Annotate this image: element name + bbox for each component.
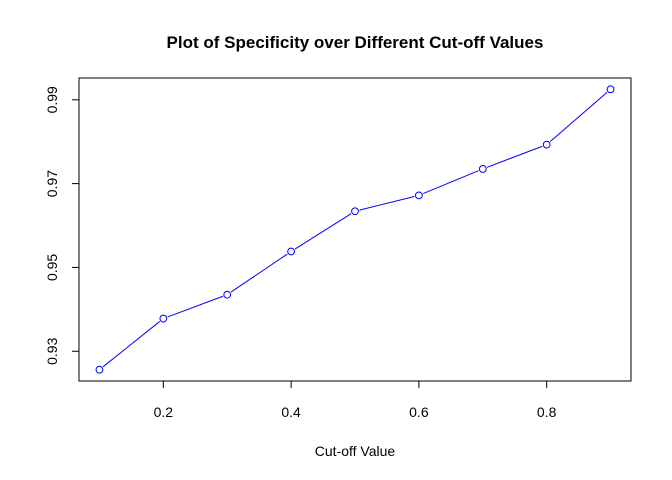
x-tick-label: 0.6 [409, 404, 429, 420]
series-line-segment [294, 213, 352, 250]
y-axis: 0.93 0.95 0.97 0.99 [44, 86, 80, 365]
data-point [95, 365, 104, 374]
data-point [414, 191, 423, 200]
plot-frame [78, 77, 632, 382]
y-tick-label: 0.95 [44, 254, 60, 281]
data-point [159, 314, 168, 323]
series-line-segment [359, 195, 415, 211]
data-point [351, 207, 359, 216]
y-tick-label: 0.93 [44, 337, 60, 364]
data-point [223, 290, 232, 299]
x-tick-label: 0.4 [281, 404, 301, 420]
y-tick-label: 0.97 [44, 170, 60, 197]
series-line-segment [230, 253, 288, 293]
series-line-segment [167, 295, 224, 318]
series-line-segment [486, 145, 543, 168]
series-layer [95, 85, 615, 374]
series-line-segment [549, 91, 608, 143]
y-tick-label: 0.99 [44, 86, 60, 113]
x-tick-label: 0.2 [154, 404, 174, 420]
data-point [287, 247, 296, 256]
data-point [478, 165, 487, 173]
series-line-segment [102, 321, 161, 368]
x-axis-label: Cut-off Value [315, 443, 396, 459]
series-line-segment [422, 170, 479, 195]
data-point [542, 140, 551, 149]
data-point [606, 85, 615, 94]
x-axis: 0.2 0.4 0.6 0.8 [154, 380, 557, 420]
chart-title: Plot of Specificity over Different Cut-o… [167, 33, 544, 52]
x-tick-label: 0.8 [537, 404, 557, 420]
